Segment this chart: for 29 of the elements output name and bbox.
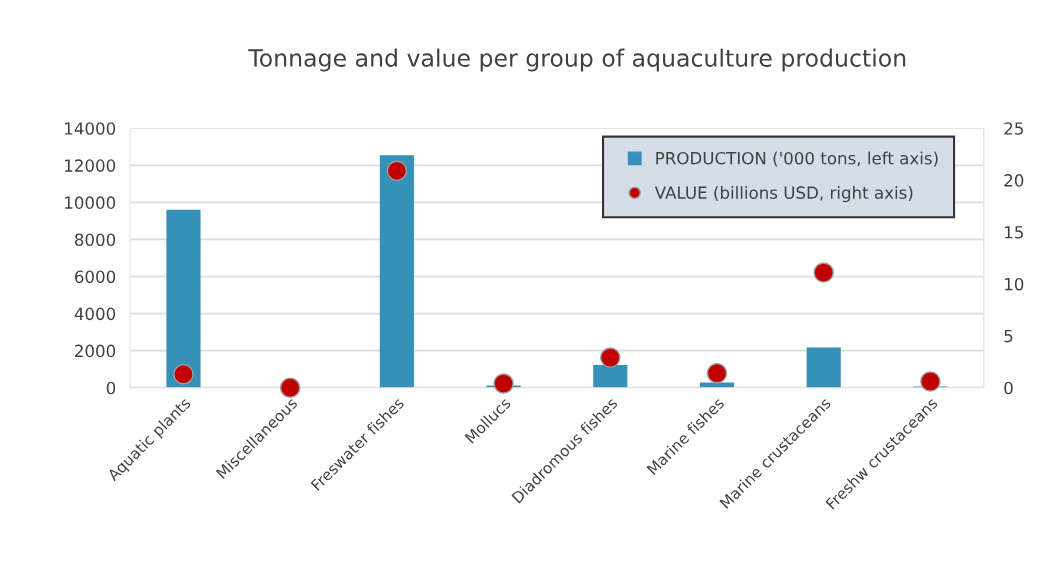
y-tick-label: 0 xyxy=(106,381,116,395)
y-tick-label: 10000 xyxy=(65,196,116,209)
point xyxy=(920,371,941,392)
bar xyxy=(806,347,841,388)
y2-tick-label: 15 xyxy=(1005,226,1023,239)
y-tick-label: 2000 xyxy=(75,344,116,358)
point xyxy=(813,262,834,283)
point xyxy=(386,160,408,182)
y2-tick-label: 20 xyxy=(1004,174,1024,187)
chart-title: Tonnage and value per group of aquaculture production xyxy=(248,48,906,72)
y-tick-label: 14000 xyxy=(65,122,116,135)
point xyxy=(600,347,621,368)
y-tick-label: 4000 xyxy=(74,307,116,321)
point xyxy=(173,363,194,385)
legend-label: VALUE (billions USD, right axis) xyxy=(654,186,913,203)
y-tick-label: 8000 xyxy=(74,233,116,247)
y-tick-label: 6000 xyxy=(74,270,116,284)
point xyxy=(279,377,301,398)
y2-tick-label: 10 xyxy=(1005,277,1024,291)
point xyxy=(706,362,728,384)
bar xyxy=(379,155,414,388)
point xyxy=(493,373,514,394)
bar xyxy=(166,209,201,388)
y2-tick-label: 25 xyxy=(1004,122,1023,135)
legend-label: PRODUCTION ('000 tons, left axis) xyxy=(656,151,938,167)
y2-tick-label: 0 xyxy=(1004,381,1013,395)
y-tick-label: 12000 xyxy=(65,159,116,172)
y2-tick-label: 5 xyxy=(1004,329,1013,343)
bar xyxy=(593,364,628,388)
